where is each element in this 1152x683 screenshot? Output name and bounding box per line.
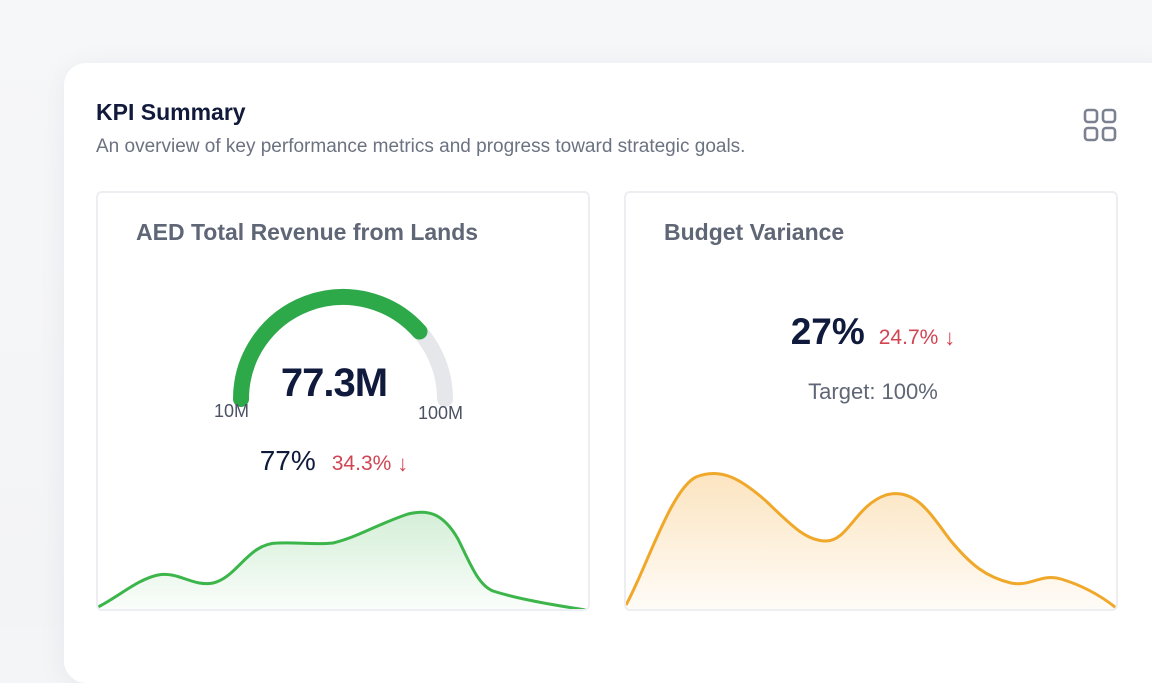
gauge-min-label: 10M — [214, 401, 250, 421]
revenue-card: AED Total Revenue from Lands 77.3M 10M 1… — [96, 191, 590, 611]
kpi-summary-panel: KPI Summary An overview of key performan… — [64, 63, 1152, 683]
budget-change: 24.7% ↓ — [879, 325, 956, 351]
budget-sparkline-area — [626, 473, 1116, 609]
arrow-down-icon: ↓ — [944, 325, 956, 350]
panel-subtitle: An overview of key performance metrics a… — [96, 136, 746, 157]
budget-value: 27% — [790, 311, 865, 352]
gauge-fill — [233, 289, 428, 407]
revenue-percent: 77% — [259, 445, 316, 476]
panel-title: KPI Summary — [96, 99, 246, 125]
revenue-sparkline-line — [98, 510, 588, 609]
revenue-sparkline-area — [98, 512, 588, 609]
revenue-change-value: 34.3% — [331, 452, 392, 475]
revenue-percent-row: 77% 34.3% ↓ — [98, 445, 570, 477]
budget-sparkline-line — [626, 472, 1116, 609]
budget-target: Target: 100% — [808, 379, 938, 404]
arrow-down-icon: ↓ — [397, 451, 409, 476]
budget-change-value: 24.7% — [878, 326, 939, 349]
budget-sparkline — [626, 472, 1116, 609]
revenue-gauge — [233, 289, 453, 407]
gauge-max-label: 100M — [418, 403, 464, 423]
revenue-card-title: AED Total Revenue from Lands — [136, 219, 479, 245]
revenue-change: 34.3% ↓ — [332, 451, 409, 477]
budget-variance-card: Budget Variance 27% 24.7% ↓ Target: 100% — [624, 191, 1118, 611]
budget-card-title: Budget Variance — [664, 219, 845, 245]
grid-view-button[interactable] — [1078, 103, 1122, 147]
gauge-value: 77.3M — [280, 361, 388, 405]
budget-value-row: 27% 24.7% ↓ — [626, 311, 1116, 353]
revenue-sparkline — [98, 510, 588, 609]
grid-icon — [1083, 108, 1117, 142]
